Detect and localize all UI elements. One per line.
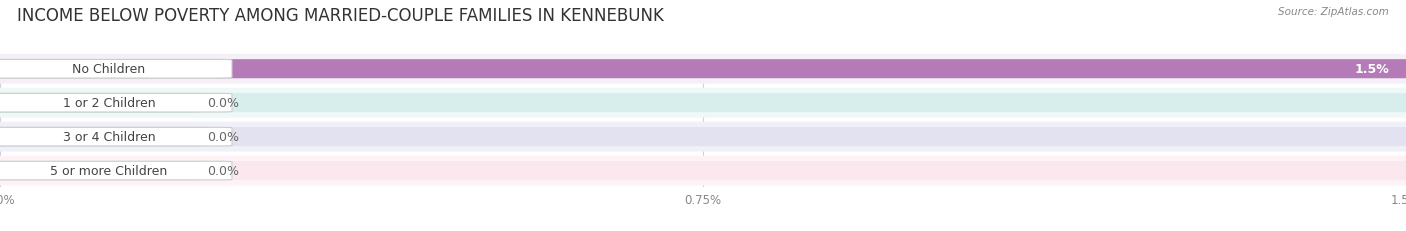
FancyBboxPatch shape: [0, 128, 1406, 146]
Text: 0.0%: 0.0%: [207, 164, 239, 177]
Text: Source: ZipAtlas.com: Source: ZipAtlas.com: [1278, 7, 1389, 17]
Text: 1.5%: 1.5%: [1354, 63, 1389, 76]
FancyBboxPatch shape: [0, 161, 232, 180]
Text: 1 or 2 Children: 1 or 2 Children: [63, 97, 155, 110]
FancyBboxPatch shape: [0, 128, 232, 146]
FancyBboxPatch shape: [0, 94, 232, 112]
FancyBboxPatch shape: [0, 161, 208, 180]
FancyBboxPatch shape: [0, 94, 208, 113]
FancyBboxPatch shape: [0, 128, 208, 146]
FancyBboxPatch shape: [0, 94, 1406, 113]
Text: INCOME BELOW POVERTY AMONG MARRIED-COUPLE FAMILIES IN KENNEBUNK: INCOME BELOW POVERTY AMONG MARRIED-COUPL…: [17, 7, 664, 25]
FancyBboxPatch shape: [0, 122, 1406, 152]
FancyBboxPatch shape: [0, 60, 1406, 79]
FancyBboxPatch shape: [0, 60, 1406, 79]
FancyBboxPatch shape: [0, 88, 1406, 118]
Text: 5 or more Children: 5 or more Children: [51, 164, 167, 177]
FancyBboxPatch shape: [0, 161, 1406, 180]
Text: 3 or 4 Children: 3 or 4 Children: [63, 131, 155, 143]
Text: 0.0%: 0.0%: [207, 131, 239, 143]
FancyBboxPatch shape: [0, 55, 1406, 84]
FancyBboxPatch shape: [0, 156, 1406, 186]
FancyBboxPatch shape: [0, 60, 232, 79]
Text: 0.0%: 0.0%: [207, 97, 239, 110]
Text: No Children: No Children: [72, 63, 146, 76]
